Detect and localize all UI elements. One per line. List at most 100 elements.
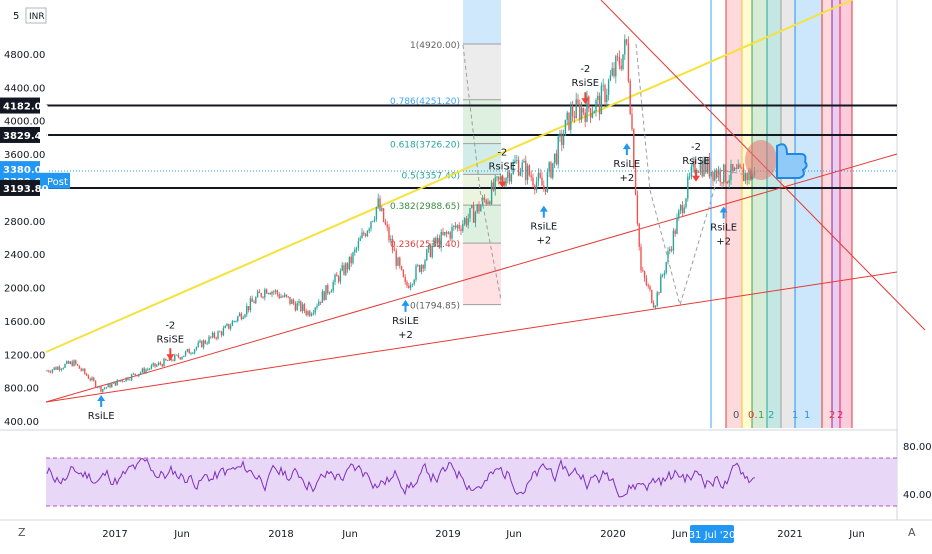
price-candle-body	[345, 263, 347, 275]
price-tag[interactable]: 3829.40	[0, 126, 49, 143]
price-tick-label: 2000.00	[4, 284, 45, 295]
bottom-left-label: Z	[18, 526, 26, 539]
price-candle-body	[148, 368, 151, 370]
price-candle-body	[298, 301, 300, 304]
price-candle-body	[586, 96, 588, 122]
price-candle-body	[552, 162, 554, 178]
price-candle-body	[334, 274, 336, 283]
price-candle-body	[598, 95, 601, 115]
price-candle-body	[687, 176, 689, 199]
price-candle-body	[462, 223, 464, 231]
price-candle-body	[661, 275, 664, 277]
price-candle-body	[557, 136, 559, 165]
price-candle-body	[352, 252, 354, 264]
price-candle-body	[127, 377, 129, 380]
price-candle-body	[582, 108, 585, 113]
price-candle-body	[444, 232, 446, 235]
fib-level-label: 0.382(2988.65)	[390, 202, 460, 212]
price-candle-body	[364, 234, 367, 237]
zigzag-line	[635, 43, 749, 307]
price-candle-body	[267, 293, 270, 294]
price-candle-body	[175, 354, 178, 356]
price-candle-body	[669, 249, 671, 252]
price-candle-body	[597, 95, 599, 101]
price-candle-body	[222, 328, 225, 336]
price-candle-body	[240, 313, 243, 320]
price-candle-body	[656, 292, 658, 306]
price-candle-body	[561, 133, 563, 145]
price-candle-body	[213, 332, 216, 338]
price-candle-body	[305, 310, 307, 315]
signal-label: RsiSE	[489, 162, 517, 173]
time-tick-label: Jun	[671, 529, 688, 540]
price-candle-body	[588, 96, 590, 109]
signal-label: RsiSE	[157, 334, 185, 345]
price-candle-body	[631, 114, 633, 130]
price-candle-body	[667, 251, 669, 263]
price-candle-body	[688, 176, 691, 178]
price-candle-body	[350, 256, 352, 264]
time-cycle-band	[767, 0, 781, 428]
price-candle-body	[746, 173, 748, 181]
price-candle-body	[492, 182, 495, 191]
price-candle-body	[262, 296, 264, 298]
currency-box[interactable]	[25, 7, 47, 24]
price-candle-body	[604, 85, 606, 103]
price-candle-body	[633, 129, 635, 169]
price-candle-body	[460, 228, 462, 231]
price-candle-body	[442, 231, 444, 235]
price-candle-body	[319, 301, 322, 303]
price-candle-body	[629, 80, 631, 115]
price-candle-body	[156, 364, 158, 367]
price-candle-body	[132, 373, 135, 375]
date-marker[interactable]: 31 Jul '20	[689, 525, 736, 543]
price-candle-body	[445, 232, 448, 234]
price-candle-body	[739, 164, 741, 168]
price-candle-body	[480, 205, 482, 212]
fib-zone	[463, 243, 501, 305]
price-candle-body	[300, 301, 302, 312]
signal-extra: -2	[165, 320, 175, 331]
price-candle-body	[359, 238, 361, 241]
bottom-right-label: A	[908, 526, 916, 539]
price-candle-body	[593, 111, 595, 114]
price-tag[interactable]: 3193.80	[0, 179, 49, 196]
price-candle-body	[85, 373, 88, 376]
price-candle-body	[726, 181, 729, 183]
price-candle-body	[483, 197, 486, 200]
price-candle-body	[130, 374, 133, 380]
price-candle-body	[292, 299, 295, 304]
price-candle-body	[246, 306, 248, 315]
price-candle-body	[62, 367, 64, 369]
price-candle-body	[420, 265, 423, 272]
price-candle-body	[382, 208, 385, 222]
price-candle-body	[744, 173, 747, 182]
price-candle-body	[534, 185, 536, 190]
price-candle-body	[642, 270, 644, 272]
signal-marker: RsiLE +2	[710, 206, 737, 247]
price-candle-body	[683, 207, 685, 214]
price-candle-body	[89, 378, 91, 381]
price-candle-body	[253, 301, 255, 304]
price-candle-body	[165, 358, 167, 361]
signal-marker: RsiLE +2	[392, 299, 419, 341]
price-candle-body	[712, 171, 714, 181]
price-candle-body	[613, 68, 615, 77]
fib-zone	[463, 99, 501, 144]
price-tick-label: 2800.00	[4, 217, 45, 228]
price-candle-body	[620, 65, 622, 70]
price-candle-body	[634, 168, 637, 195]
price-candle-body	[177, 354, 180, 358]
price-candle-body	[485, 199, 487, 205]
price-candle-body	[325, 285, 327, 301]
price-candle-body	[539, 173, 541, 178]
price-candle-body	[154, 363, 156, 367]
price-tag[interactable]: 4182.05	[0, 97, 49, 114]
price-candle-body	[361, 232, 363, 239]
fib-level-label: 0.236(2532.40)	[390, 240, 460, 250]
price-candle-body	[368, 228, 370, 231]
price-candle-body	[91, 377, 93, 381]
price-candle-body	[717, 169, 720, 178]
